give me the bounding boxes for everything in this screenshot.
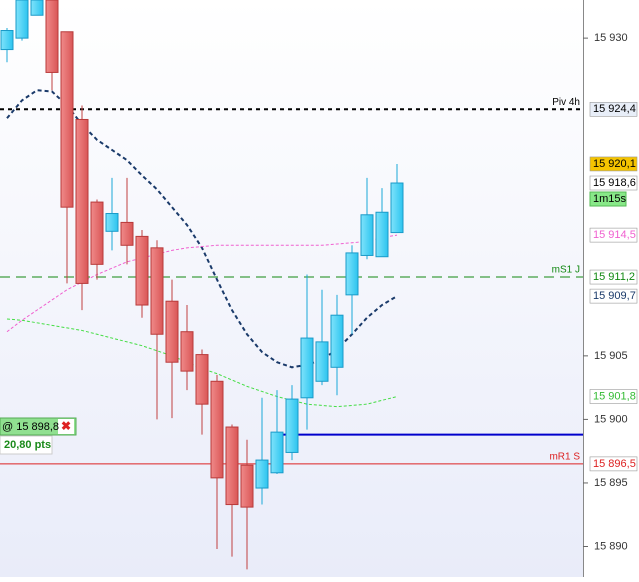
- y-tick-label: 15 900: [594, 413, 628, 425]
- candle-body: [15, 0, 29, 39]
- candle-body: [75, 118, 89, 284]
- close-button-bg[interactable]: [58, 419, 74, 434]
- y-tick-label: 15 895: [594, 477, 628, 489]
- price-tag: 15 901,8: [593, 390, 636, 402]
- level-name: Piv 4h: [552, 97, 580, 108]
- candle-body: [300, 337, 314, 399]
- y-tick-label: 15 905: [594, 350, 628, 362]
- candle-body: [45, 0, 59, 73]
- level-tag: 15 896,5: [593, 458, 636, 470]
- close-button[interactable]: ✖: [61, 419, 71, 433]
- candle-body: [90, 201, 104, 265]
- position-box[interactable]: ✖ @ 15 898,8 20,80 pts: [0, 417, 77, 455]
- candle-body: [135, 235, 149, 306]
- level-tag-bg: [589, 456, 638, 472]
- candle-body: [150, 247, 164, 335]
- level-name: mR1 S: [549, 452, 580, 463]
- price-tag: 15 920,1: [593, 158, 636, 170]
- plot-background: [0, 0, 583, 577]
- candle-body: [315, 341, 329, 382]
- position-pnl-box: [0, 435, 53, 455]
- candle-body: [255, 459, 269, 489]
- price-tag: 15 909,7: [593, 290, 636, 302]
- candle-body: [195, 354, 209, 405]
- axis-background: [583, 0, 639, 577]
- candle-body: [180, 331, 194, 372]
- candle-body: [360, 214, 374, 256]
- price-tag-bg: [589, 389, 638, 404]
- position-pnl: 20,80 pts: [4, 439, 51, 451]
- level-name: mS1 J: [552, 265, 580, 276]
- candle-body: [390, 182, 404, 234]
- candle-body: [240, 464, 254, 508]
- countdown-bg: [589, 191, 627, 207]
- countdown: 1m15s: [593, 193, 627, 205]
- candle-body: [345, 252, 359, 296]
- candle-body: [105, 213, 119, 232]
- candle-body: [330, 314, 344, 368]
- position-header: [0, 417, 77, 436]
- level-tag: 15 911,2: [593, 271, 635, 283]
- price-tag-bg: [589, 227, 638, 243]
- candle-body: [60, 31, 74, 208]
- candle-body: [210, 380, 224, 479]
- level-tag-bg: [589, 269, 638, 285]
- candle-body: [0, 30, 14, 51]
- candle-body: [375, 211, 389, 258]
- candle-body: [30, 0, 44, 16]
- level-tag-bg: [589, 101, 638, 117]
- y-tick-label: 15 930: [594, 32, 628, 44]
- candle-body: [225, 426, 239, 506]
- price-tag-bg: [589, 288, 638, 304]
- candle-body: [165, 300, 179, 363]
- candle-body: [120, 221, 134, 246]
- moving-average: [6, 234, 398, 333]
- price-tag-bg: [589, 156, 638, 172]
- price-tag: 15 918,6: [593, 177, 636, 189]
- position-price: @ 15 898,8: [2, 421, 59, 433]
- y-tick-label: 15 890: [594, 540, 628, 552]
- candle-body: [270, 431, 284, 474]
- price-tag-bg: [589, 175, 638, 191]
- candle-body: [285, 398, 299, 453]
- level-tag: 15 924,4: [593, 103, 636, 115]
- price-tag: 15 914,5: [593, 229, 636, 241]
